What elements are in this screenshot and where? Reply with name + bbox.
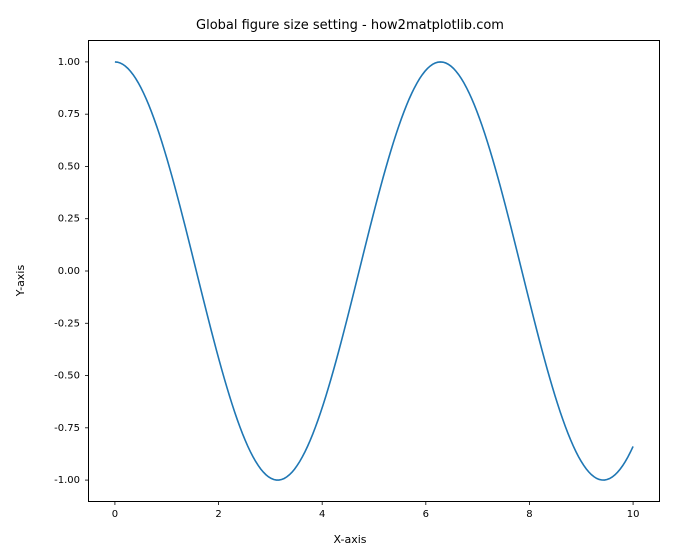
series-line bbox=[115, 62, 633, 480]
figure: Global figure size setting - how2matplot… bbox=[0, 0, 700, 560]
x-tick: 10 bbox=[627, 501, 640, 520]
y-tick: 0.00 bbox=[58, 266, 89, 277]
plot-area: 0246810-1.00-0.75-0.50-0.250.000.250.500… bbox=[88, 40, 660, 502]
y-tick-label: 0.00 bbox=[58, 266, 80, 277]
y-tick: 0.25 bbox=[58, 214, 89, 225]
x-tick: 0 bbox=[112, 501, 118, 520]
x-axis-label: X-axis bbox=[0, 533, 700, 546]
y-tick: -0.25 bbox=[54, 318, 89, 329]
y-tick: -0.50 bbox=[54, 371, 89, 382]
x-tick-label: 6 bbox=[423, 509, 429, 520]
y-axis-label: Y-axis bbox=[15, 264, 28, 295]
y-tick-label: -0.75 bbox=[54, 423, 80, 434]
y-tick: -0.75 bbox=[54, 423, 89, 434]
y-tick-label: 0.75 bbox=[58, 109, 80, 120]
y-tick: 0.50 bbox=[58, 161, 89, 172]
x-tick: 4 bbox=[319, 501, 325, 520]
x-tick: 8 bbox=[526, 501, 532, 520]
x-tick-label: 8 bbox=[526, 509, 532, 520]
plot-svg: 0246810-1.00-0.75-0.50-0.250.000.250.500… bbox=[89, 41, 659, 501]
y-tick-label: 0.50 bbox=[58, 161, 80, 172]
y-tick-label: 0.25 bbox=[58, 214, 80, 225]
y-tick-label: 1.00 bbox=[58, 57, 80, 68]
chart-title: Global figure size setting - how2matplot… bbox=[0, 18, 700, 33]
x-tick-label: 10 bbox=[627, 509, 640, 520]
y-tick: 0.75 bbox=[58, 109, 89, 120]
y-axis-label-container: Y-axis bbox=[14, 0, 28, 560]
x-tick: 2 bbox=[215, 501, 221, 520]
y-tick-label: -0.50 bbox=[54, 371, 80, 382]
x-tick-label: 2 bbox=[215, 509, 221, 520]
y-tick: -1.00 bbox=[54, 475, 89, 486]
x-tick-label: 0 bbox=[112, 509, 118, 520]
y-tick-label: -0.25 bbox=[54, 318, 80, 329]
x-tick: 6 bbox=[423, 501, 429, 520]
y-tick-label: -1.00 bbox=[54, 475, 80, 486]
y-tick: 1.00 bbox=[58, 57, 89, 68]
x-tick-label: 4 bbox=[319, 509, 325, 520]
